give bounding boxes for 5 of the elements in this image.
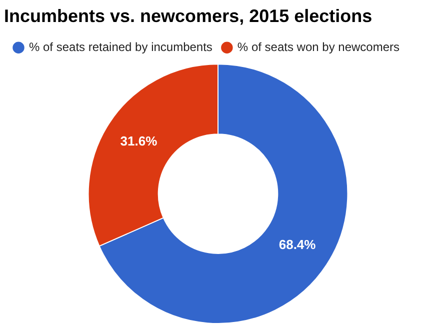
data-label: 68.4% [278, 237, 316, 252]
data-label: 31.6% [120, 134, 158, 149]
chart-title: Incumbents vs. newcomers, 2015 elections [4, 6, 372, 26]
legend-label: % of seats won by newcomers [237, 40, 400, 54]
legend-label: % of seats retained by incumbents [29, 40, 212, 54]
